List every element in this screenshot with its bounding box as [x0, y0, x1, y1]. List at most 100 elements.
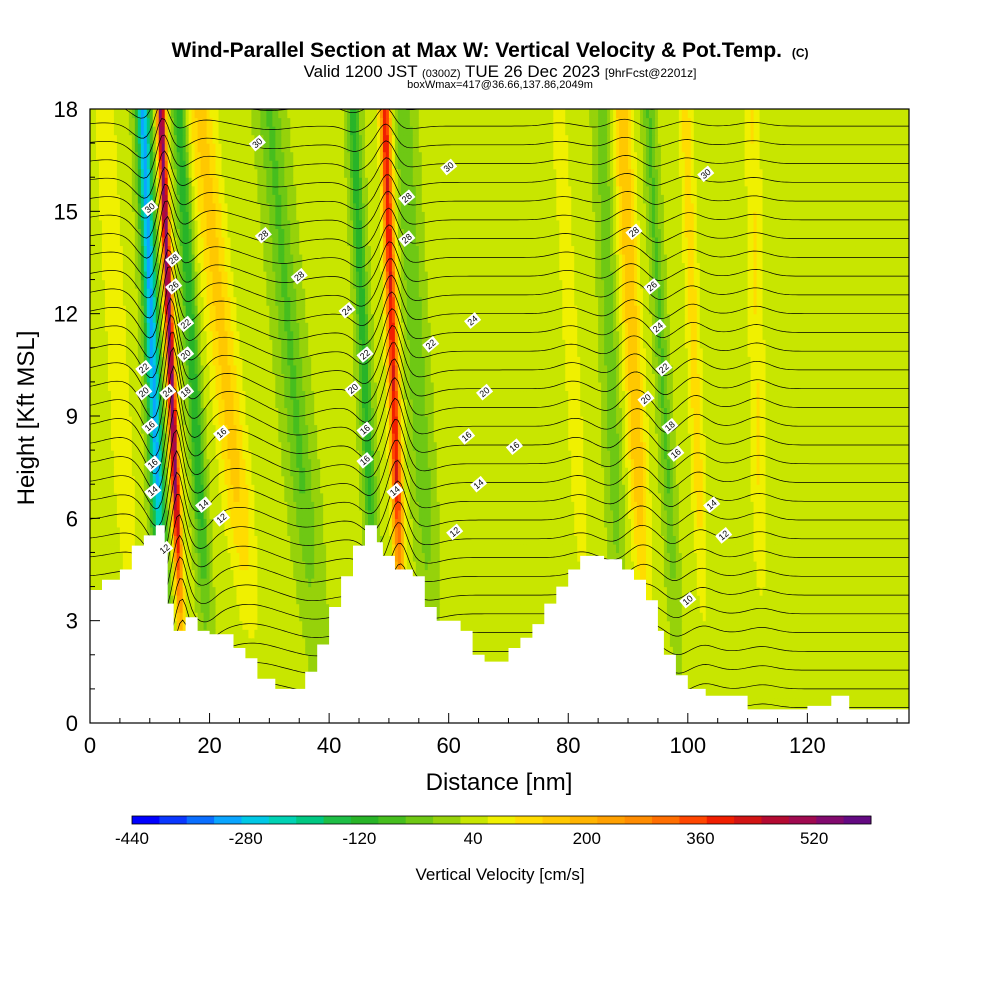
- velocity-cell: [526, 620, 530, 630]
- velocity-cell: [888, 646, 892, 656]
- velocity-cell: [663, 629, 668, 639]
- velocity-cell: [278, 637, 282, 647]
- velocity-cell: [897, 620, 901, 630]
- velocity-cell: [478, 620, 483, 630]
- velocity-cell: [705, 680, 710, 690]
- velocity-cell: [885, 646, 889, 656]
- velocity-cell: [786, 578, 791, 588]
- velocity-cell: [523, 612, 528, 622]
- velocity-cell: [858, 578, 862, 588]
- velocity-cell: [690, 620, 695, 630]
- velocity-cell: [864, 629, 868, 639]
- velocity-cell: [296, 629, 300, 639]
- velocity-cell: [263, 578, 267, 588]
- velocity-cell: [293, 680, 297, 690]
- velocity-cell: [191, 586, 196, 596]
- velocity-cell: [849, 671, 853, 681]
- velocity-cell: [320, 620, 324, 630]
- velocity-cell: [433, 586, 438, 596]
- velocity-cell: [903, 697, 907, 707]
- velocity-cell: [720, 680, 725, 690]
- velocity-cell: [672, 603, 677, 613]
- velocity-cell: [475, 595, 480, 605]
- velocity-cell: [843, 578, 847, 588]
- velocity-cell: [230, 595, 235, 605]
- velocity-cell: [179, 578, 184, 588]
- velocity-cell: [305, 663, 309, 673]
- velocity-cell: [828, 578, 832, 588]
- velocity-cell: [323, 569, 327, 579]
- velocity-cell: [439, 586, 444, 596]
- velocity-cell: [849, 612, 853, 622]
- velocity-cell: [493, 654, 498, 664]
- velocity-cell: [747, 663, 752, 673]
- velocity-cell: [654, 595, 659, 605]
- velocity-cell: [792, 680, 797, 690]
- velocity-cell: [296, 671, 300, 681]
- velocity-cell: [723, 646, 728, 656]
- velocity-cell: [852, 637, 856, 647]
- velocity-cell: [669, 586, 674, 596]
- velocity-cell: [281, 578, 285, 588]
- velocity-cell: [215, 586, 220, 596]
- velocity-cell: [696, 671, 701, 681]
- velocity-cell: [311, 595, 315, 605]
- velocity-cell: [293, 671, 297, 681]
- velocity-cell: [499, 595, 504, 605]
- plot-area: [90, 109, 909, 723]
- velocity-cell: [463, 620, 468, 630]
- velocity-cell: [197, 620, 202, 630]
- velocity-cell: [185, 595, 190, 605]
- velocity-cell: [876, 663, 880, 673]
- velocity-cell: [723, 680, 728, 690]
- velocity-cell: [849, 586, 853, 596]
- velocity-cell: [885, 637, 889, 647]
- velocity-cell: [849, 663, 853, 673]
- velocity-cell: [840, 629, 844, 639]
- velocity-cell: [481, 578, 486, 588]
- velocity-cell: [849, 620, 853, 630]
- velocity-cell: [194, 612, 199, 622]
- velocity-cell: [762, 586, 767, 596]
- velocity-cell: [831, 629, 835, 639]
- velocity-cell: [876, 697, 880, 707]
- velocity-cell: [780, 595, 785, 605]
- velocity-cell: [711, 578, 716, 588]
- velocity-cell: [687, 586, 692, 596]
- velocity-cell: [454, 578, 459, 588]
- velocity-cell: [825, 688, 829, 699]
- velocity-cell: [861, 663, 865, 673]
- velocity-cell: [245, 620, 250, 630]
- velocity-cell: [451, 578, 456, 588]
- velocity-cell: [308, 595, 312, 605]
- velocity-cell: [753, 586, 758, 596]
- velocity-cell: [879, 663, 883, 673]
- velocity-cell: [526, 612, 530, 622]
- velocity-cell: [648, 578, 653, 588]
- velocity-cell: [807, 671, 811, 681]
- velocity-cell: [266, 629, 270, 639]
- velocity-cell: [816, 595, 820, 605]
- velocity-cell: [436, 595, 441, 605]
- velocity-cell: [233, 612, 238, 622]
- velocity-cell: [834, 688, 838, 699]
- velocity-cell: [876, 578, 880, 588]
- velocity-cell: [284, 646, 288, 656]
- velocity-cell: [783, 646, 788, 656]
- velocity-cell: [843, 586, 847, 596]
- velocity-cell: [702, 654, 707, 664]
- velocity-cell: [822, 654, 826, 664]
- velocity-cell: [508, 637, 513, 647]
- velocity-cell: [266, 646, 270, 656]
- velocity-cell: [693, 637, 698, 647]
- velocity-cell: [95, 578, 100, 588]
- velocity-cell: [792, 654, 797, 664]
- velocity-cell: [236, 612, 241, 622]
- velocity-cell: [191, 612, 196, 622]
- velocity-cell: [233, 603, 238, 613]
- velocity-cell: [864, 688, 868, 699]
- velocity-cell: [502, 569, 507, 579]
- velocity-cell: [493, 620, 498, 630]
- velocity-cell: [801, 671, 805, 681]
- velocity-cell: [266, 637, 270, 647]
